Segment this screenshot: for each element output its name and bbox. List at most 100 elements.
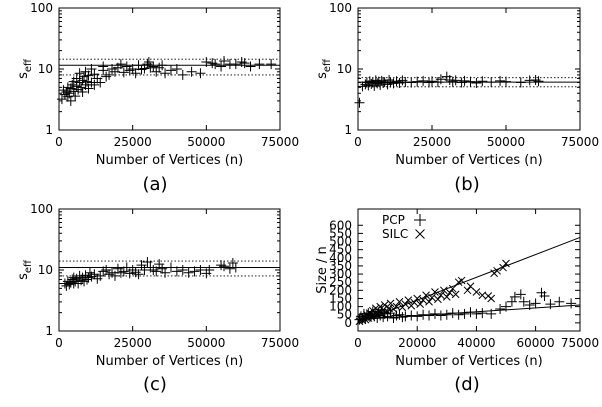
data-point (419, 296, 427, 304)
chart-panel: 1 10 100 0 25000 50000 75000 Number of Vertices… (16, 1, 299, 195)
y-tick-label: 100 (329, 1, 352, 15)
data-point (412, 311, 423, 322)
data-point (486, 308, 497, 319)
data-point (422, 291, 430, 300)
data-point (395, 297, 404, 306)
data-point (445, 288, 454, 297)
y-tick-label: 500 (329, 235, 352, 249)
data-point (358, 316, 367, 325)
data-point (416, 300, 425, 309)
data-point (227, 258, 238, 269)
data-point (437, 291, 445, 300)
panel-caption: (c) (143, 374, 167, 395)
data-point (418, 309, 429, 320)
data-point (95, 77, 106, 88)
y-tick-label: 10 (337, 62, 352, 76)
data-point (412, 76, 423, 87)
data-point (495, 75, 506, 86)
data-point (431, 288, 439, 296)
y-axis-label-main: s (315, 72, 330, 79)
data-point (463, 286, 472, 295)
data-point (104, 269, 115, 280)
data-point (424, 77, 435, 88)
data-point (59, 89, 70, 100)
data-point (139, 265, 150, 275)
data-point (195, 68, 206, 79)
data-point (201, 57, 212, 68)
data-point (397, 312, 408, 323)
y-tick-label: 200 (329, 283, 352, 297)
data-point (143, 57, 154, 68)
data-point (171, 64, 182, 74)
data-point (219, 56, 230, 67)
data-point (171, 266, 182, 277)
y-axis-label-subscript: eff (23, 259, 34, 273)
data-point (216, 61, 227, 72)
data-point (386, 299, 395, 308)
data-point (154, 62, 165, 73)
data-point (151, 66, 162, 77)
data-point (364, 314, 373, 322)
data-point (435, 74, 446, 85)
x-tick-label: 75000 (561, 336, 599, 350)
data-point (224, 263, 235, 274)
data-point (207, 58, 218, 69)
data-point (457, 276, 466, 285)
plot-frame (58, 208, 281, 332)
data-point (453, 309, 464, 320)
data-point (380, 301, 389, 309)
y-tick-label: 550 (329, 226, 352, 240)
x-tick-label: 25000 (413, 135, 451, 149)
x-tick-label: 75000 (261, 336, 299, 350)
plot-frame (357, 7, 581, 131)
y-tick-label: 1 (45, 324, 53, 338)
data-point (397, 75, 408, 86)
panel-caption: (a) (142, 174, 167, 195)
data-point (442, 292, 451, 301)
data-point (406, 77, 417, 88)
x-tick-label: 40000 (457, 336, 495, 350)
x-tick-label: 75000 (561, 135, 599, 149)
data-point (216, 260, 227, 271)
data-point (354, 97, 365, 108)
y-axis-label: seff (16, 58, 34, 79)
data-point (493, 266, 501, 275)
x-tick-label: 25000 (114, 336, 152, 350)
data-point (486, 77, 497, 88)
data-point (177, 69, 188, 80)
x-axis-label: Number of Vertices (n) (395, 153, 542, 168)
data-point (92, 273, 103, 284)
data-point (515, 77, 526, 88)
y-tick-label: 100 (30, 1, 53, 15)
data-point (101, 71, 112, 82)
data-point (230, 59, 241, 70)
data-point (406, 310, 417, 321)
data-point (83, 83, 94, 94)
data-point (506, 296, 517, 307)
data-point (501, 301, 511, 312)
data-point (502, 259, 510, 268)
data-point (86, 77, 97, 88)
data-point (115, 59, 126, 70)
data-point (81, 76, 92, 87)
x-tick-label: 75000 (261, 135, 299, 149)
y-tick-label: 450 (329, 243, 352, 257)
data-point (515, 289, 526, 300)
data-point (133, 269, 144, 280)
data-point (79, 71, 90, 82)
chart-panel: 1 10 100 0 25000 50000 75000 Number of Vertices… (315, 1, 599, 195)
data-point (539, 291, 550, 302)
data-point (109, 270, 120, 281)
data-point (400, 311, 411, 322)
data-point (157, 60, 168, 71)
data-point (254, 59, 265, 70)
data-point (472, 288, 481, 296)
data-point (518, 296, 529, 307)
data-point (435, 310, 446, 321)
data-point (98, 61, 109, 72)
data-point (524, 299, 535, 310)
data-point (459, 75, 470, 86)
data-point (428, 293, 436, 302)
